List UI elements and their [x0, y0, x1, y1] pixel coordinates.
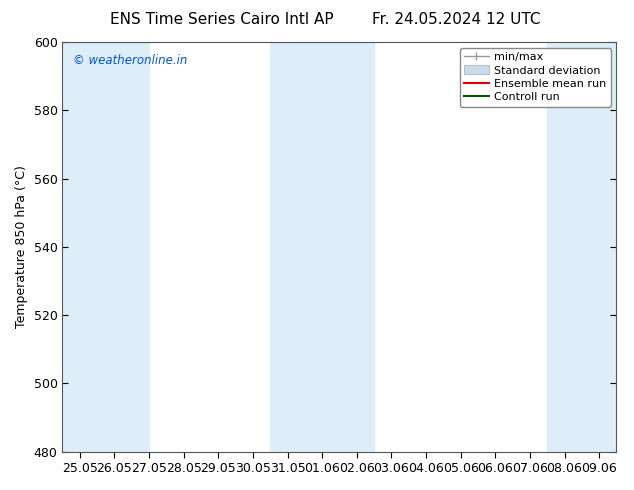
Text: © weatheronline.in: © weatheronline.in — [74, 54, 188, 67]
Bar — [62, 42, 149, 452]
Bar — [270, 42, 374, 452]
Bar — [547, 42, 616, 452]
Text: ENS Time Series Cairo Intl AP: ENS Time Series Cairo Intl AP — [110, 12, 333, 27]
Legend: min/max, Standard deviation, Ensemble mean run, Controll run: min/max, Standard deviation, Ensemble me… — [460, 48, 611, 107]
Y-axis label: Temperature 850 hPa (°C): Temperature 850 hPa (°C) — [15, 166, 28, 328]
Text: Fr. 24.05.2024 12 UTC: Fr. 24.05.2024 12 UTC — [372, 12, 541, 27]
